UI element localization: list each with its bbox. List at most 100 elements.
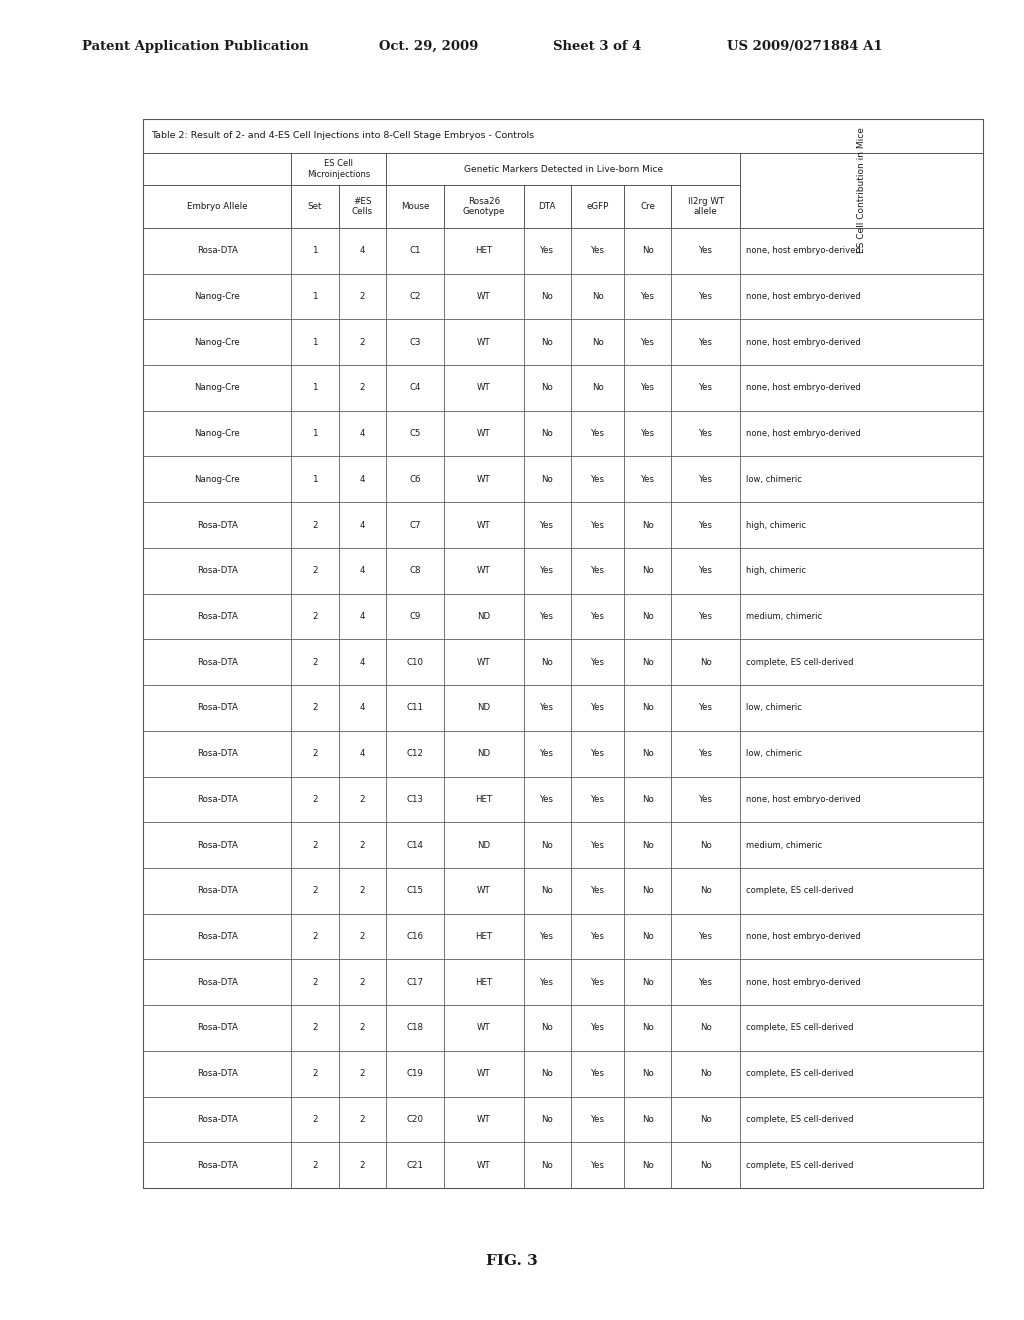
Bar — [339, 1051, 386, 1097]
Text: C5: C5 — [410, 429, 421, 438]
Text: 2: 2 — [359, 383, 366, 392]
Bar — [143, 1051, 291, 1097]
Text: No: No — [542, 657, 553, 667]
Bar — [386, 913, 444, 960]
Text: Yes: Yes — [641, 475, 654, 484]
Text: Yes: Yes — [541, 704, 554, 713]
Bar — [740, 1142, 983, 1188]
Bar — [672, 411, 740, 457]
Text: 2: 2 — [359, 932, 366, 941]
Text: No: No — [700, 1023, 712, 1032]
Text: No: No — [642, 978, 653, 987]
Text: Yes: Yes — [698, 932, 713, 941]
Bar — [143, 1097, 291, 1142]
Bar — [444, 502, 523, 548]
Bar — [740, 502, 983, 548]
Text: Yes: Yes — [698, 795, 713, 804]
Bar — [386, 869, 444, 913]
Text: Nanog-Cre: Nanog-Cre — [195, 475, 241, 484]
Text: Rosa-DTA: Rosa-DTA — [197, 612, 238, 620]
Text: Yes: Yes — [698, 247, 713, 255]
Text: Yes: Yes — [541, 795, 554, 804]
Text: Nanog-Cre: Nanog-Cre — [195, 383, 241, 392]
Bar — [740, 822, 983, 869]
Bar — [444, 822, 523, 869]
Bar — [571, 366, 624, 411]
Text: 4: 4 — [359, 750, 366, 758]
Text: WT: WT — [477, 657, 490, 667]
Bar — [523, 776, 571, 822]
Bar — [523, 594, 571, 639]
Bar — [386, 366, 444, 411]
Bar — [624, 776, 672, 822]
Bar — [444, 594, 523, 639]
Bar — [523, 685, 571, 731]
Bar — [571, 273, 624, 319]
Text: C13: C13 — [407, 795, 424, 804]
Text: No: No — [642, 1160, 653, 1170]
Bar — [672, 685, 740, 731]
Text: No: No — [642, 704, 653, 713]
Bar — [740, 776, 983, 822]
Bar — [672, 594, 740, 639]
Bar — [339, 1097, 386, 1142]
Bar — [143, 457, 291, 502]
Bar — [624, 1097, 672, 1142]
Bar — [291, 411, 339, 457]
Text: No: No — [700, 657, 712, 667]
Bar — [143, 1005, 291, 1051]
Bar — [624, 185, 672, 228]
Bar — [624, 502, 672, 548]
Bar — [143, 731, 291, 776]
Bar — [143, 1142, 291, 1188]
Text: high, chimeric: high, chimeric — [746, 520, 806, 529]
Bar — [571, 822, 624, 869]
Text: Yes: Yes — [591, 932, 604, 941]
Text: No: No — [642, 1069, 653, 1078]
Bar — [523, 457, 571, 502]
Text: No: No — [642, 1023, 653, 1032]
Text: Yes: Yes — [591, 657, 604, 667]
Text: Rosa-DTA: Rosa-DTA — [197, 978, 238, 987]
Text: 1: 1 — [312, 292, 317, 301]
Bar — [740, 1097, 983, 1142]
Bar — [571, 319, 624, 366]
Bar — [624, 1051, 672, 1097]
Bar — [571, 185, 624, 228]
Bar — [386, 960, 444, 1005]
Bar — [291, 822, 339, 869]
Bar — [672, 960, 740, 1005]
Bar — [143, 548, 291, 594]
Text: Rosa-DTA: Rosa-DTA — [197, 750, 238, 758]
Bar — [740, 1051, 983, 1097]
Text: US 2009/0271884 A1: US 2009/0271884 A1 — [727, 40, 883, 53]
Bar — [291, 319, 339, 366]
Text: No: No — [542, 1069, 553, 1078]
Text: 1: 1 — [312, 247, 317, 255]
Bar — [143, 639, 291, 685]
Bar — [339, 639, 386, 685]
Text: 2: 2 — [312, 704, 317, 713]
Text: medium, chimeric: medium, chimeric — [746, 612, 822, 620]
Text: Yes: Yes — [591, 1160, 604, 1170]
Text: Rosa-DTA: Rosa-DTA — [197, 247, 238, 255]
Bar — [291, 548, 339, 594]
Text: Rosa-DTA: Rosa-DTA — [197, 657, 238, 667]
Text: C4: C4 — [410, 383, 421, 392]
Bar — [291, 502, 339, 548]
Bar — [143, 776, 291, 822]
Text: WT: WT — [477, 429, 490, 438]
Bar — [740, 548, 983, 594]
Text: 4: 4 — [359, 520, 366, 529]
Text: No: No — [542, 429, 553, 438]
Bar — [571, 548, 624, 594]
Text: Yes: Yes — [591, 247, 604, 255]
Text: No: No — [542, 383, 553, 392]
Bar — [143, 366, 291, 411]
Bar — [444, 319, 523, 366]
Text: 1: 1 — [312, 338, 317, 347]
Bar — [523, 960, 571, 1005]
Text: Yes: Yes — [641, 429, 654, 438]
Text: medium, chimeric: medium, chimeric — [746, 841, 822, 850]
Bar — [291, 185, 339, 228]
